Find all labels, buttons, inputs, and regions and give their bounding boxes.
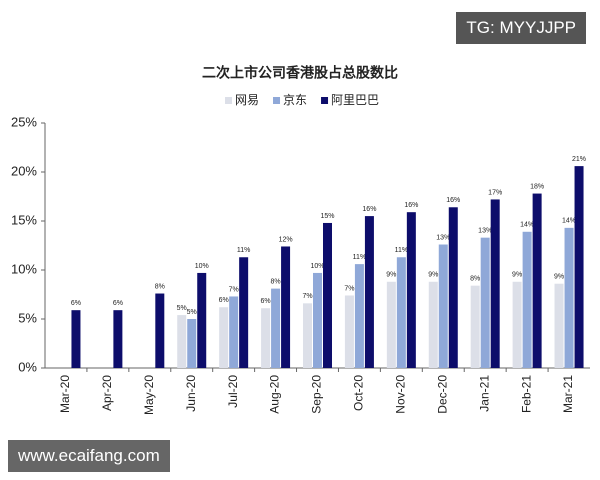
value-label: 16% xyxy=(362,206,376,213)
bar xyxy=(261,308,271,368)
y-tick-label: 0% xyxy=(18,359,37,374)
legend-label: 京东 xyxy=(283,93,307,107)
chart-title: 二次上市公司香港股占总股数比 xyxy=(202,65,398,81)
watermark: www.ecaifang.com xyxy=(8,440,170,472)
bar xyxy=(532,193,542,368)
value-label: 21% xyxy=(572,156,586,163)
bar xyxy=(554,283,564,368)
value-label: 10% xyxy=(310,263,324,270)
bar xyxy=(448,207,458,368)
x-tick-label: Sep-20 xyxy=(310,375,324,414)
y-tick-label: 5% xyxy=(18,310,37,325)
value-label: 18% xyxy=(530,183,544,190)
y-tick-label: 15% xyxy=(11,212,37,227)
value-label: 8% xyxy=(470,276,480,283)
bar xyxy=(364,216,374,368)
value-label: 8% xyxy=(155,283,165,290)
value-label: 11% xyxy=(237,247,251,254)
bar xyxy=(438,244,448,368)
value-label: 10% xyxy=(195,263,209,270)
value-label: 7% xyxy=(344,285,354,292)
bar xyxy=(271,288,281,368)
y-tick-label: 10% xyxy=(11,261,37,276)
bar xyxy=(470,285,480,368)
value-label: 8% xyxy=(271,278,281,285)
bar xyxy=(564,227,574,368)
value-label: 6% xyxy=(71,300,81,307)
value-label: 9% xyxy=(386,272,396,279)
bar xyxy=(229,296,239,368)
value-label: 7% xyxy=(302,293,312,300)
bar xyxy=(490,199,500,368)
bar xyxy=(386,281,396,368)
x-tick-label: Jan-21 xyxy=(477,375,491,412)
value-label: 9% xyxy=(512,272,522,279)
x-tick-label: Aug-20 xyxy=(268,375,282,414)
bar xyxy=(354,264,364,368)
bar xyxy=(428,281,438,368)
bar xyxy=(480,237,490,368)
legend-label: 网易 xyxy=(235,93,259,107)
bar xyxy=(512,281,522,368)
x-tick-label: Dec-20 xyxy=(435,375,449,414)
bar xyxy=(187,319,197,368)
value-label: 16% xyxy=(446,197,460,204)
value-label: 17% xyxy=(488,189,502,196)
value-label: 5% xyxy=(177,305,187,312)
x-tick-label: Mar-21 xyxy=(561,375,575,413)
bar xyxy=(396,257,406,368)
bar xyxy=(574,166,584,368)
bar xyxy=(303,303,312,368)
legend-swatch xyxy=(321,97,329,104)
bar xyxy=(177,315,187,368)
value-label: 14% xyxy=(520,222,534,229)
value-label: 15% xyxy=(320,213,334,220)
y-tick-label: 20% xyxy=(11,163,37,178)
bar xyxy=(219,307,229,368)
bar xyxy=(344,295,354,368)
x-tick-label: May-20 xyxy=(142,375,156,415)
x-tick-label: Jun-20 xyxy=(184,375,198,412)
value-label: 9% xyxy=(554,274,564,281)
bar xyxy=(323,222,332,368)
x-tick-label: Mar-20 xyxy=(58,375,72,413)
value-label: 7% xyxy=(229,286,239,293)
x-tick-label: Oct-20 xyxy=(352,375,366,411)
value-label: 11% xyxy=(353,254,367,261)
x-tick-label: Nov-20 xyxy=(394,375,408,414)
value-label: 6% xyxy=(113,300,123,307)
bar xyxy=(197,272,207,368)
bar xyxy=(155,293,165,368)
bar xyxy=(113,310,123,368)
bar xyxy=(281,246,291,368)
y-tick-label: 25% xyxy=(11,114,37,129)
value-label: 9% xyxy=(428,272,438,279)
x-tick-label: Apr-20 xyxy=(100,375,114,411)
value-label: 13% xyxy=(478,228,492,235)
watermark: TG: MYYJJPP xyxy=(456,12,586,44)
bar xyxy=(522,231,532,368)
value-label: 6% xyxy=(261,298,271,305)
bar xyxy=(313,272,322,368)
value-label: 16% xyxy=(404,202,418,209)
x-tick-label: Feb-21 xyxy=(519,375,533,413)
bar xyxy=(406,212,416,368)
value-label: 11% xyxy=(395,247,409,254)
value-label: 13% xyxy=(436,234,450,241)
legend-label: 阿里巴巴 xyxy=(331,93,379,107)
value-label: 5% xyxy=(187,309,197,316)
value-label: 14% xyxy=(562,218,576,225)
value-label: 12% xyxy=(279,236,293,243)
bar xyxy=(71,310,81,368)
value-label: 6% xyxy=(219,297,229,304)
x-tick-label: Jul-20 xyxy=(226,375,240,408)
legend-swatch xyxy=(273,97,281,104)
bar xyxy=(239,257,249,368)
legend-swatch xyxy=(225,97,232,104)
